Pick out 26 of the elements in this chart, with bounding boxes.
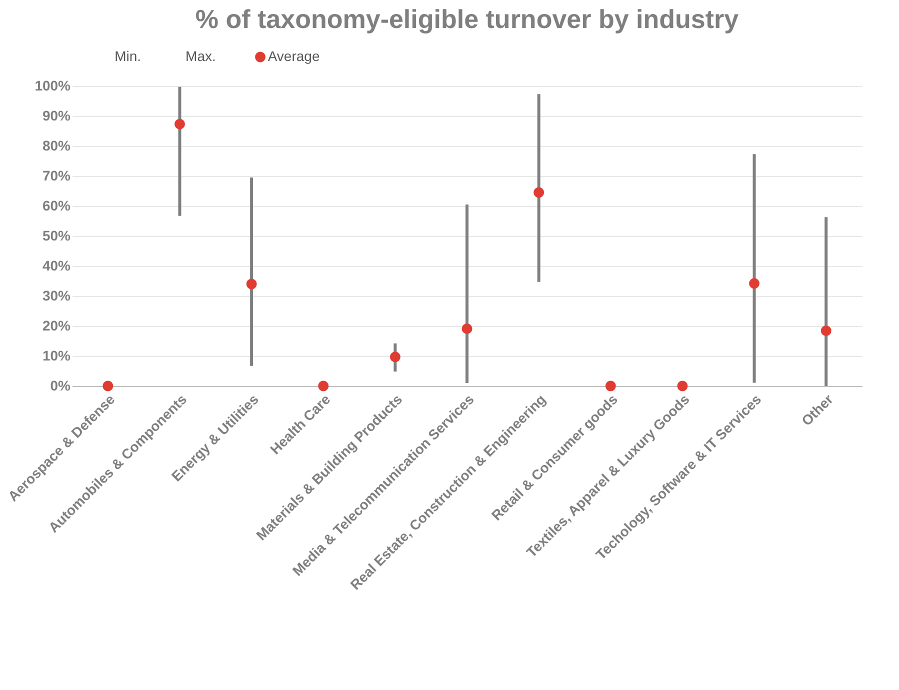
y-tick-label: 80% bbox=[42, 138, 72, 154]
y-tick-label: 0% bbox=[50, 378, 72, 394]
point bbox=[605, 380, 616, 392]
y-tick-label: 10% bbox=[42, 348, 72, 364]
point bbox=[102, 380, 114, 392]
point bbox=[174, 118, 185, 130]
point bbox=[820, 326, 832, 336]
point bbox=[462, 323, 472, 334]
point bbox=[318, 380, 329, 392]
y-tick-label: 20% bbox=[42, 318, 72, 334]
y-tick-label: 60% bbox=[42, 198, 72, 214]
y-tick-label: 90% bbox=[42, 108, 72, 124]
point bbox=[749, 278, 760, 289]
point bbox=[390, 352, 400, 362]
point bbox=[677, 380, 688, 392]
chart-title: % of taxonomy-eligible turnover by industry bbox=[195, 4, 740, 34]
y-tick-label: 70% bbox=[42, 168, 72, 184]
text: Max. bbox=[186, 48, 216, 64]
y-tick-label: 40% bbox=[42, 258, 72, 274]
y-tick-label: 50% bbox=[42, 228, 72, 244]
point bbox=[246, 278, 257, 290]
y-tick-label: 100% bbox=[34, 78, 72, 94]
text: Min. bbox=[114, 48, 142, 64]
y-tick-label: 30% bbox=[42, 288, 72, 304]
point bbox=[534, 187, 544, 198]
legend-label: Average bbox=[268, 48, 320, 64]
